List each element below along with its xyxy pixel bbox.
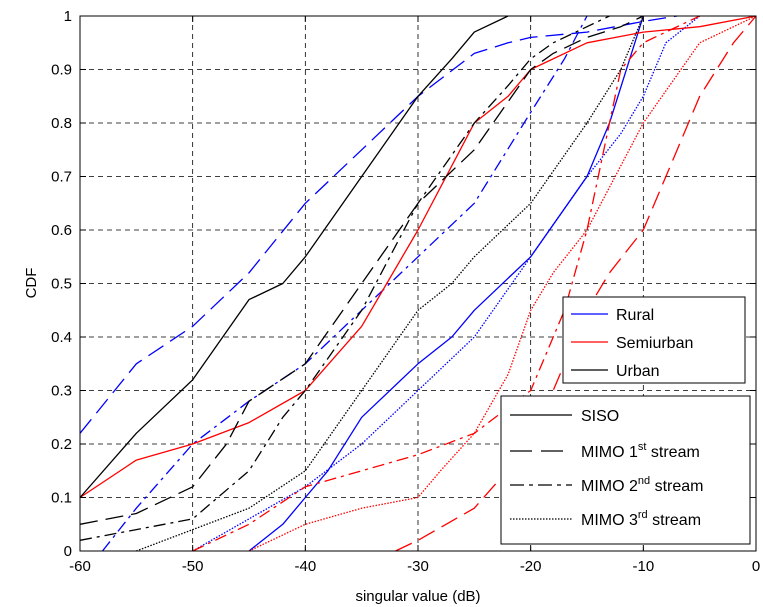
legend-stream-box — [500, 395, 751, 545]
legend-mimo3-label: MIMO 3rd stream — [581, 509, 701, 529]
y-tick-label: 0 — [64, 543, 72, 560]
legend-urban-label: Urban — [616, 363, 660, 380]
y-tick-label: 0.8 — [51, 115, 72, 132]
legend-mimo1-label: MIMO 1st stream — [581, 441, 700, 461]
series-line-semiurban-mimo-2nd-stream — [192, 15, 700, 552]
y-tick-label: 0.5 — [51, 276, 72, 293]
legend-siso-label: SISO — [581, 408, 619, 425]
y-axis-label: CDF — [23, 268, 40, 299]
x-tick-label: -10 — [632, 558, 654, 575]
legend-mimo2-label: MIMO 2nd stream — [581, 475, 703, 495]
series-lines — [79, 15, 757, 552]
y-tick-label: 0.4 — [51, 329, 72, 346]
y-tick-label: 0.6 — [51, 222, 72, 239]
x-axis-label: singular value (dB) — [355, 588, 480, 605]
series-line-urban-mimo-2nd-stream — [79, 15, 610, 541]
legend-environment-box — [562, 296, 746, 384]
legend-rural-label: Rural — [616, 307, 654, 324]
y-tick-label: 1 — [64, 8, 72, 25]
y-tick-label: 0.2 — [51, 436, 72, 453]
series-line-rural-siso — [248, 15, 644, 552]
legend-stream: SISO MIMO 1st stream MIMO 2nd stream MIM… — [500, 395, 751, 545]
y-tick-label: 0.3 — [51, 383, 72, 400]
axis-ticks — [79, 15, 757, 552]
x-tick-label: 0 — [752, 558, 760, 575]
x-tick-label: -60 — [69, 558, 91, 575]
x-tick-label: -20 — [520, 558, 542, 575]
y-tick-label: 0.7 — [51, 169, 72, 186]
x-tick-label: -30 — [407, 558, 429, 575]
x-tick-labels: -60 -50 -40 -30 -20 -10 0 — [69, 558, 760, 575]
y-tick-label: 0.1 — [51, 490, 72, 507]
series-line-urban-siso — [79, 15, 509, 498]
series-line-urban-mimo-3rd-stream — [136, 15, 644, 552]
series-line-semiurban-mimo-1st-stream — [395, 15, 757, 552]
legend-environment: Rural Semiurban Urban — [562, 296, 746, 384]
y-tick-label: 0.9 — [51, 62, 72, 79]
x-tick-label: -50 — [182, 558, 204, 575]
legend-semiurban-label: Semiurban — [616, 335, 693, 352]
y-tick-labels: 0 0.1 0.2 0.3 0.4 0.5 0.6 0.7 0.8 0.9 1 — [51, 8, 72, 560]
x-tick-label: -40 — [294, 558, 316, 575]
series-line-semiurban-siso — [79, 15, 757, 499]
